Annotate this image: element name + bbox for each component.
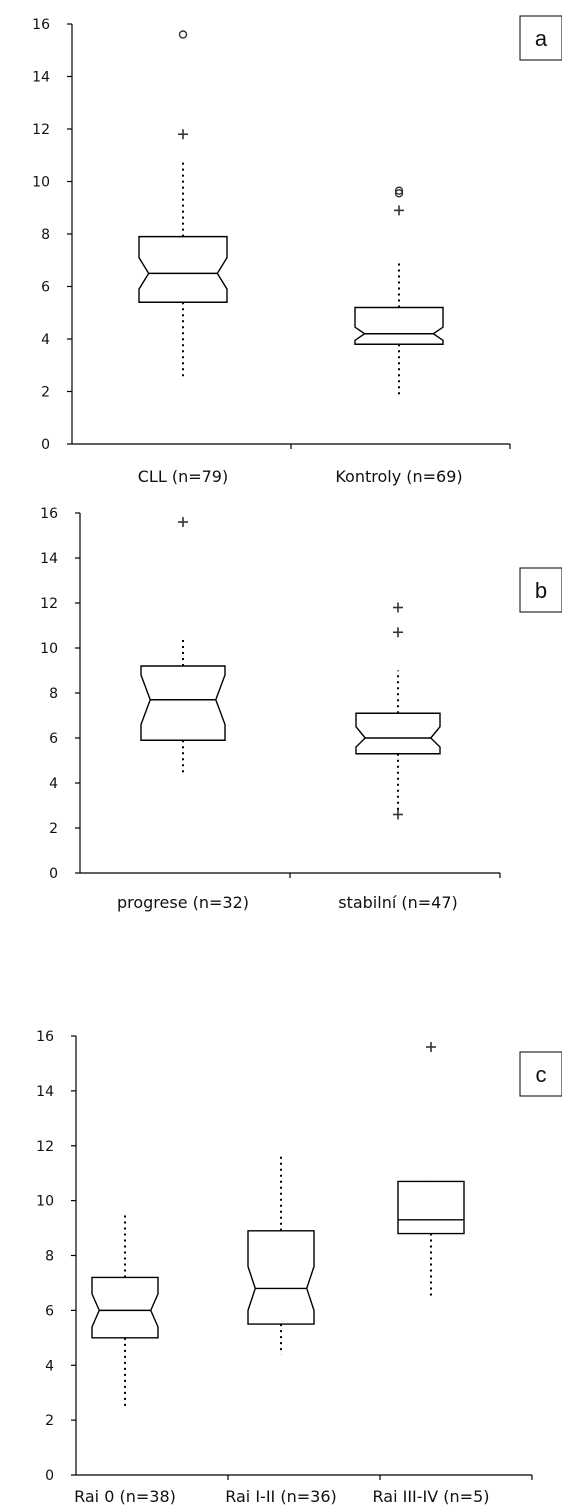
box — [138, 235, 228, 303]
panel-label-box — [519, 567, 562, 613]
y-tick-label: 2 — [49, 821, 58, 837]
y-tick-label: 12 — [40, 596, 58, 612]
y-tick-label: 4 — [41, 332, 50, 348]
y-tick-label: 16 — [36, 1029, 54, 1045]
outlier-plus — [178, 517, 188, 527]
box — [140, 665, 226, 741]
x-category-label: stabilní (n=47) — [338, 893, 458, 912]
y-tick-label: 10 — [36, 1194, 54, 1210]
y-tick-label: 10 — [40, 641, 58, 657]
box — [397, 1180, 465, 1235]
box — [354, 306, 444, 345]
outlier-plus — [178, 129, 188, 140]
y-tick-label: 2 — [45, 1413, 54, 1429]
x-category-label: Rai I-II (n=36) — [225, 1487, 337, 1506]
panel-a: 0 2 4 6 8 10 12 14 16 CLL (n=79) Kontroly (n=69) a — [32, 15, 562, 486]
outlier-circle — [178, 30, 188, 39]
x-category-label: Kontroly (n=69) — [335, 467, 462, 486]
panel-c: 0 2 4 6 8 10 12 14 16 Rai 0 (n=38) Rai I-II (n=36)… — [36, 1029, 562, 1506]
x-category-label: CLL (n=79) — [138, 467, 228, 486]
y-tick-label: 16 — [40, 506, 58, 522]
y-tick-label: 14 — [32, 70, 50, 86]
y-tick-label: 12 — [36, 1139, 54, 1155]
box — [247, 1230, 315, 1325]
outlier-plus — [393, 627, 403, 638]
panel-label-box — [519, 1051, 562, 1097]
outlier-plus — [426, 1041, 436, 1052]
y-tick-label: 14 — [40, 551, 58, 567]
y-tick-label: 6 — [41, 280, 50, 296]
box — [91, 1276, 159, 1339]
y-tick-label: 16 — [32, 17, 50, 33]
panel-b: 0 2 4 6 8 10 12 14 16 progrese (n=32) stabilní (n=… — [40, 506, 562, 912]
outlier-circle — [394, 189, 404, 198]
box — [355, 712, 441, 755]
panel-label: a — [535, 26, 548, 51]
outlier-plus — [394, 205, 404, 216]
x-category-label: progrese (n=32) — [117, 893, 249, 912]
y-tick-label: 6 — [45, 1303, 54, 1319]
y-tick-label: 4 — [49, 776, 58, 792]
panel-label: b — [535, 578, 547, 603]
x-category-label: Rai 0 (n=38) — [74, 1487, 176, 1506]
y-tick-label: 12 — [32, 122, 50, 138]
y-tick-label: 0 — [45, 1468, 54, 1484]
outlier-plus — [393, 809, 403, 820]
y-tick-label: 0 — [49, 866, 58, 882]
panel-label: c — [536, 1062, 547, 1087]
y-tick-label: 8 — [49, 686, 58, 702]
outlier-plus — [393, 602, 403, 613]
y-tick-label: 8 — [45, 1249, 54, 1265]
y-tick-label: 14 — [36, 1084, 54, 1100]
y-tick-label: 6 — [49, 731, 58, 747]
outlier-circle — [394, 186, 404, 195]
y-tick-label: 4 — [45, 1358, 54, 1374]
panel-label-box — [519, 15, 562, 61]
y-tick-label: 10 — [32, 175, 50, 191]
y-tick-label: 2 — [41, 385, 50, 401]
y-tick-label: 0 — [41, 437, 50, 453]
x-category-label: Rai III-IV (n=5) — [373, 1487, 490, 1506]
y-tick-label: 8 — [41, 227, 50, 243]
